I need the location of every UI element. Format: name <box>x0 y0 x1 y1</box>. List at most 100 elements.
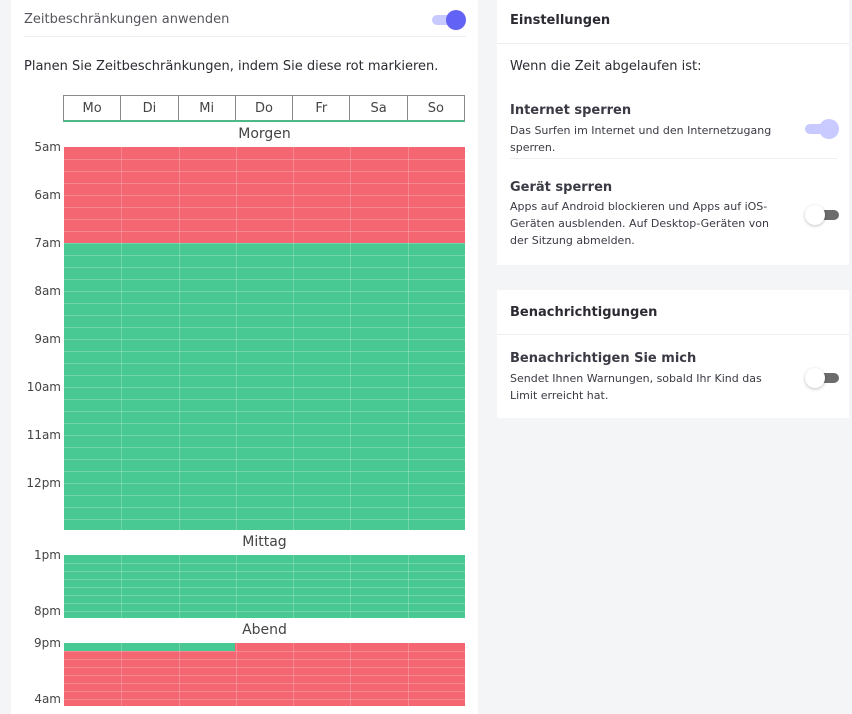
notify-me-title: Benachrichtigen Sie mich <box>510 351 697 366</box>
grid-row-line <box>64 279 465 280</box>
grid-column-line <box>236 643 237 706</box>
grid-column-line <box>236 555 237 618</box>
grid-row-line <box>64 471 465 472</box>
evening-time-grid[interactable] <box>64 643 465 706</box>
section-morning-title: Morgen <box>238 126 291 142</box>
grid-column-line <box>179 555 180 618</box>
grid-column-line <box>350 643 351 706</box>
grid-row-line <box>64 579 465 580</box>
time-label: 4am <box>34 692 61 706</box>
time-label: 6am <box>34 188 61 202</box>
grid-row-line <box>64 315 465 316</box>
grid-row-line <box>64 303 465 304</box>
section-evening-title: Abend <box>242 622 287 638</box>
grid-row-line <box>64 587 465 588</box>
grid-column-line <box>350 147 351 530</box>
grid-column-line <box>408 643 409 706</box>
device-lock-description: Apps auf Android blockieren und Apps auf… <box>510 200 769 247</box>
grid-row-line <box>64 507 465 508</box>
grid-row-line <box>64 483 465 484</box>
grid-row-line <box>64 267 465 268</box>
time-label: 5am <box>34 140 61 154</box>
grid-row-line <box>64 291 465 292</box>
grid-column-line <box>121 643 122 706</box>
day-fri: Fr <box>293 96 351 120</box>
grid-row-line <box>64 659 465 660</box>
device-lock-toggle[interactable] <box>805 205 839 225</box>
time-label: 11am <box>26 428 61 442</box>
grid-row-line <box>64 327 465 328</box>
time-label: 8pm <box>34 604 61 618</box>
blocked-block[interactable] <box>64 147 465 243</box>
grid-row-line <box>64 459 465 460</box>
grid-row-line <box>64 183 465 184</box>
grid-row-line <box>64 651 465 652</box>
internet-lock-description: Das Surfen im Internet und den Internetz… <box>510 124 772 154</box>
section-midday-title: Mittag <box>242 534 287 550</box>
day-thu: Do <box>236 96 294 120</box>
time-label: 10am <box>26 380 61 394</box>
grid-column-line <box>121 147 122 530</box>
grid-row-line <box>64 399 465 400</box>
grid-row-line <box>64 159 465 160</box>
notify-me-toggle[interactable] <box>805 368 839 388</box>
time-label: 9pm <box>34 636 61 650</box>
day-sun: So <box>427 101 444 116</box>
grid-row-line <box>64 675 465 676</box>
grid-row-line <box>64 603 465 604</box>
grid-row-line <box>64 375 465 376</box>
grid-row-line <box>64 699 465 700</box>
grid-row-line <box>64 691 465 692</box>
grid-row-line <box>64 611 465 612</box>
grid-row-line <box>64 219 465 220</box>
apply-restrictions-toggle[interactable] <box>432 10 466 30</box>
grid-column-line <box>236 147 237 530</box>
time-label: 1pm <box>34 548 61 562</box>
grid-column-line <box>350 555 351 618</box>
grid-row-line <box>64 435 465 436</box>
device-lock-title: Gerät sperren <box>510 180 613 195</box>
notifications-card: Benachrichtigungen Benachrichtigen Sie m… <box>497 290 849 418</box>
grid-column-line <box>408 147 409 530</box>
day-header: Mo Di Mi Do Fr Sa So <box>63 95 465 122</box>
grid-column-line <box>121 555 122 618</box>
grid-column-line <box>293 147 294 530</box>
grid-row-line <box>64 595 465 596</box>
grid-column-line <box>179 147 180 530</box>
grid-row-line <box>64 447 465 448</box>
blocked-block[interactable] <box>64 643 465 706</box>
time-label: 8am <box>34 284 61 298</box>
grid-column-line <box>293 643 294 706</box>
grid-column-line <box>408 555 409 618</box>
day-mon: Mo <box>64 96 122 120</box>
when-time-up-label: Wenn die Zeit abgelaufen ist: <box>510 59 702 74</box>
midday-time-grid[interactable] <box>64 555 465 618</box>
time-label: 9am <box>34 332 61 346</box>
grid-row-line <box>64 171 465 172</box>
settings-card: Einstellungen Wenn die Zeit abgelaufen i… <box>497 0 849 265</box>
grid-row-line <box>64 195 465 196</box>
notifications-title: Benachrichtigungen <box>510 305 658 320</box>
internet-lock-toggle[interactable] <box>805 119 839 139</box>
apply-restrictions-row: Zeitbeschränkungen anwenden <box>24 0 466 37</box>
grid-row-line <box>64 411 465 412</box>
grid-row-line <box>64 243 465 244</box>
settings-title: Einstellungen <box>510 13 611 28</box>
time-label: 7am <box>34 236 61 250</box>
grid-row-line <box>64 519 465 520</box>
apply-restrictions-label: Zeitbeschränkungen anwenden <box>24 12 230 27</box>
grid-row-line <box>64 231 465 232</box>
grid-row-line <box>64 363 465 364</box>
allowed-block[interactable] <box>64 643 235 651</box>
grid-row-line <box>64 683 465 684</box>
time-label: 12pm <box>26 476 61 490</box>
grid-row-line <box>64 339 465 340</box>
morning-time-grid[interactable] <box>64 147 465 530</box>
internet-lock-title: Internet sperren <box>510 103 632 118</box>
grid-row-line <box>64 351 465 352</box>
notify-me-description: Sendet Ihnen Warnungen, sobald Ihr Kind … <box>510 372 762 402</box>
allowed-block[interactable] <box>64 243 465 530</box>
allowed-block[interactable] <box>64 555 465 618</box>
grid-row-line <box>64 387 465 388</box>
grid-row-line <box>64 667 465 668</box>
